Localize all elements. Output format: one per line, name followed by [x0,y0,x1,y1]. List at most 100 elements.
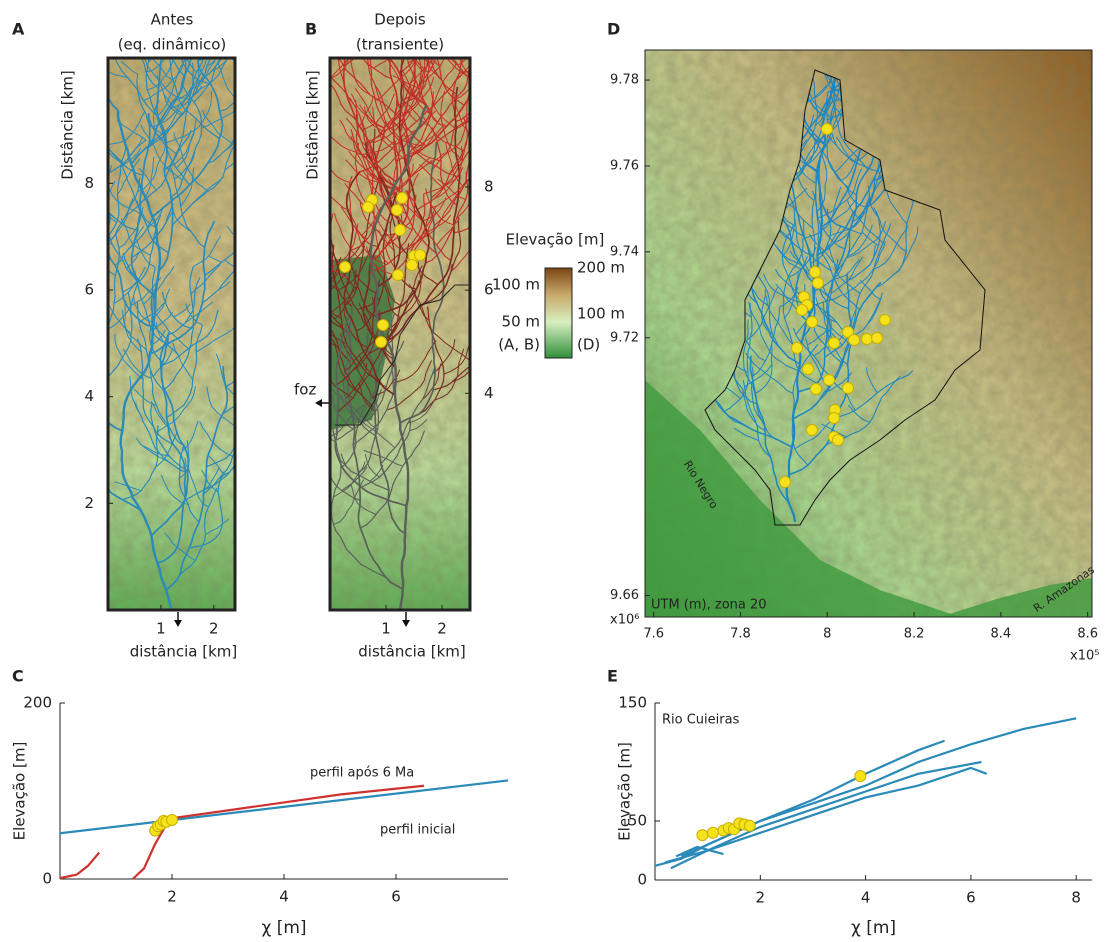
series-line [132,784,425,880]
river [357,96,374,129]
colorbar-label: 100 m [577,305,625,323]
x-tick-label: 8.6 [1077,627,1098,642]
river [386,76,435,127]
river [401,58,437,101]
river [167,277,201,336]
river [817,9,835,46]
river [420,216,462,307]
river [746,286,779,341]
river [358,388,383,424]
river [816,151,828,212]
river [723,303,753,413]
river [823,372,853,393]
sample-point [828,412,840,424]
river [172,342,194,380]
x-tick-label: 7.6 [643,627,664,642]
river [108,70,128,79]
sample-point [394,224,406,236]
series-line [680,739,945,858]
sample-point [854,770,867,783]
river [763,273,801,303]
y-tick-label: 6 [84,281,94,299]
river [875,189,916,288]
river [472,199,496,224]
river [119,0,145,23]
river [108,110,146,146]
river [879,13,899,18]
river [369,464,384,482]
river [330,0,354,11]
river [797,0,822,21]
river [832,259,860,281]
sample-point [871,332,883,344]
river [898,0,912,34]
river [355,113,395,190]
y-tick-label: 0 [637,871,647,889]
river [175,117,197,169]
sample-point [861,333,873,345]
river [828,195,871,237]
river [457,199,470,218]
river [881,375,901,398]
river [847,404,870,423]
river [340,453,390,491]
map-frame [106,56,237,612]
river [923,0,981,9]
river [430,178,470,209]
colorbar-label: 200 m [577,259,625,277]
river [392,340,437,384]
river [160,309,219,367]
river [160,474,189,506]
y-multiplier: x10⁶ [610,613,639,628]
river [815,297,838,324]
river [46,357,93,454]
river [835,136,859,165]
river [751,0,804,20]
river [302,223,323,265]
x-tick-label: 2 [437,620,447,638]
river [826,0,845,7]
river [47,293,78,327]
river [448,0,488,13]
river [50,429,67,449]
river [180,58,212,86]
river [431,58,463,171]
river [171,143,235,226]
river [400,67,431,115]
river [330,380,354,399]
river [375,120,404,224]
river [432,14,462,31]
river [180,167,195,207]
river [110,0,142,27]
river [219,100,235,112]
river [825,225,842,250]
y-tick-label: 4 [84,387,94,405]
sample-point [377,319,389,331]
river [194,0,229,28]
river [330,311,350,335]
river [407,401,434,424]
river [356,295,382,311]
river [480,48,512,83]
river [418,58,445,86]
river [786,0,808,9]
river [130,58,193,165]
river [48,325,68,368]
river [454,63,470,82]
river [861,232,879,246]
river [121,161,169,254]
river [205,518,230,535]
river [333,213,363,262]
river [298,174,323,238]
river [348,261,377,294]
x-multiplier: x10⁵ [1070,649,1099,664]
river [27,243,61,274]
river [350,484,377,515]
river [452,369,470,383]
river [125,251,140,269]
river [38,263,63,311]
river [770,0,791,12]
river [108,231,142,285]
river [253,322,274,349]
